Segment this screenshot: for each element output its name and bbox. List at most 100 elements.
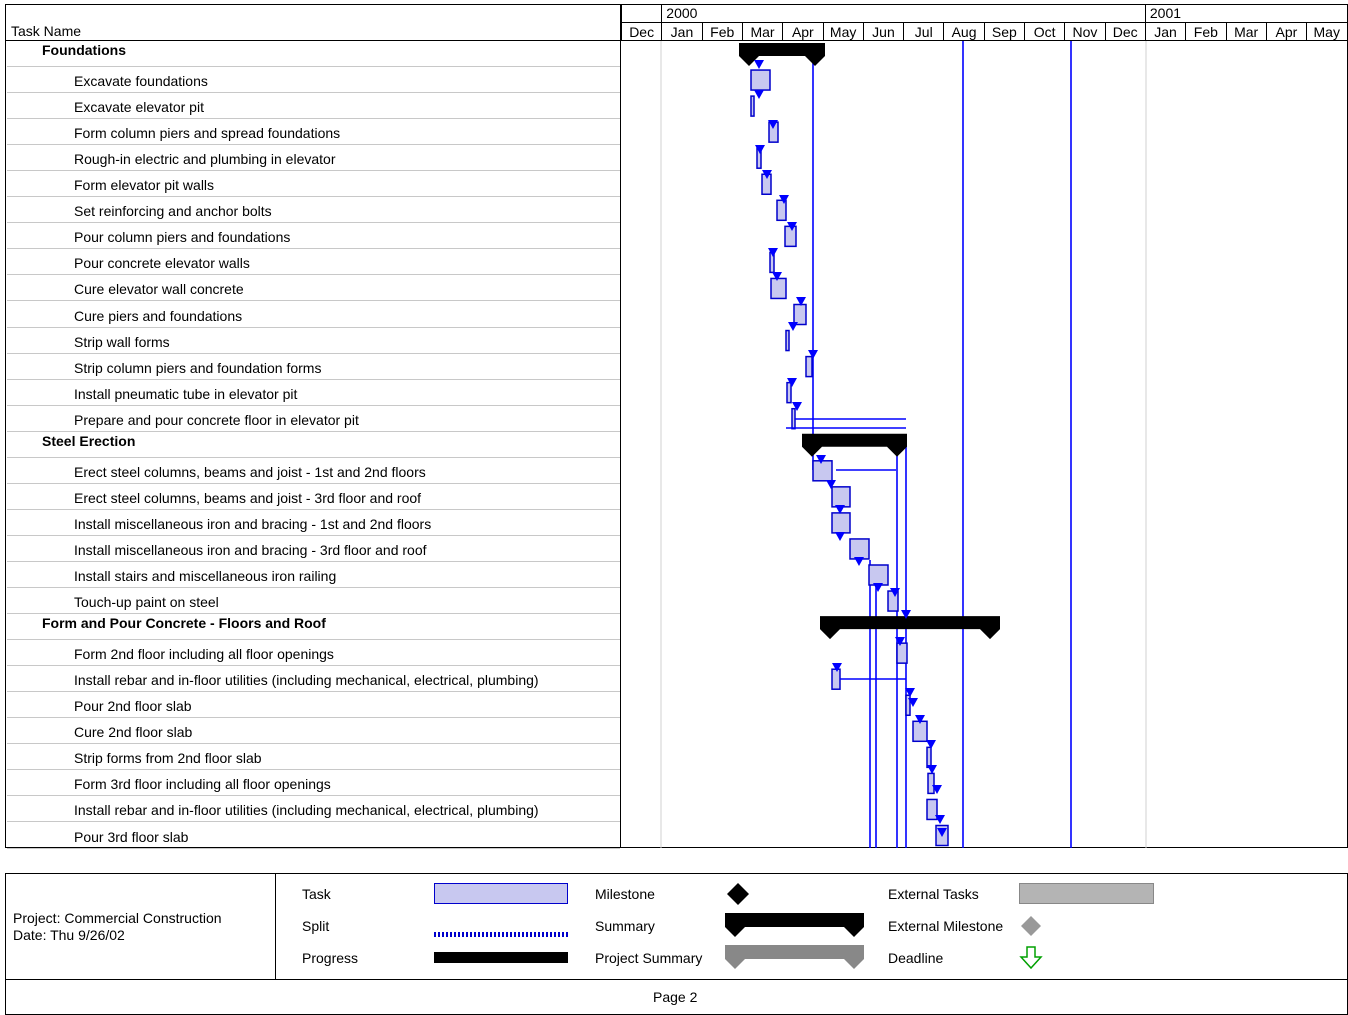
task-bar[interactable]: [750, 69, 771, 91]
link-arrow: [788, 322, 798, 331]
task-bar[interactable]: [812, 460, 833, 482]
task-name: Erect steel columns, beams and joist - 3…: [74, 489, 422, 506]
task-name: Install miscellaneous iron and bracing -…: [74, 541, 427, 558]
month-cell: Jul: [903, 23, 943, 41]
task-row[interactable]: Cure piers and foundations: [7, 302, 620, 328]
task-name: Prepare and pour concrete floor in eleva…: [74, 411, 359, 428]
month-cell: Mar: [741, 23, 782, 41]
link-arrow: [755, 145, 765, 154]
link-arrow: [808, 350, 818, 359]
task-row[interactable]: Install miscellaneous iron and bracing -…: [7, 536, 620, 562]
legend-split-label: Split: [302, 918, 330, 934]
task-row[interactable]: Install stairs and miscellaneous iron ra…: [7, 562, 620, 588]
task-row[interactable]: Touch-up paint on steel: [7, 588, 620, 615]
task-row[interactable]: Install rebar and in-floor utilities (in…: [7, 666, 620, 693]
task-bar[interactable]: [912, 720, 928, 743]
legend-external-milestone-label: External Milestone: [888, 918, 1004, 934]
link-arrow: [768, 248, 778, 257]
task-bar[interactable]: [905, 694, 911, 716]
task-bar[interactable]: [776, 199, 787, 222]
legend-project-summary-icon: [725, 945, 864, 969]
month-cell: Dec: [621, 23, 661, 41]
task-row[interactable]: Strip wall forms: [7, 328, 620, 354]
link-arrow: [908, 698, 918, 707]
link-arrow: [901, 610, 911, 619]
task-row[interactable]: Install rebar and in-floor utilities (in…: [7, 796, 620, 823]
task-row[interactable]: Pour concrete elevator walls: [7, 249, 620, 276]
link-arrow: [816, 455, 826, 464]
task-row[interactable]: Form 3rd floor including all floor openi…: [7, 770, 620, 797]
task-row[interactable]: Form elevator pit walls: [7, 171, 620, 198]
task-name: Strip wall forms: [74, 333, 170, 350]
task-row[interactable]: Strip forms from 2nd floor slab: [7, 744, 620, 771]
task-bar[interactable]: [926, 798, 938, 821]
summary-task-row[interactable]: Steel Erection: [7, 432, 620, 458]
task-name-header[interactable]: Task Name: [11, 23, 82, 39]
task-bar[interactable]: [793, 303, 807, 326]
link-arrow: [937, 828, 947, 837]
year-cell: 2000: [661, 4, 1145, 23]
link-arrow: [826, 480, 836, 489]
summary-bar[interactable]: [802, 433, 907, 457]
task-row[interactable]: Form column piers and spread foundations: [7, 119, 620, 146]
task-bar[interactable]: [831, 668, 841, 690]
summary-bar[interactable]: [739, 43, 825, 66]
task-name: Form column piers and spread foundations: [74, 125, 341, 142]
gantt-chart: [660, 41, 1147, 848]
task-name: Rough-in electric and plumbing in elevat…: [74, 151, 336, 168]
task-row[interactable]: Set reinforcing and anchor bolts: [7, 197, 620, 224]
task-name: Form 2nd floor including all floor openi…: [74, 646, 334, 663]
task-bar[interactable]: [785, 329, 790, 352]
task-name: Touch-up paint on steel: [74, 594, 219, 611]
legend-split-swatch: [434, 932, 568, 937]
summary-task-row[interactable]: Form and Pour Concrete - Floors and Roof: [7, 614, 620, 641]
task-row[interactable]: Erect steel columns, beams and joist - 1…: [7, 458, 620, 484]
summary-bar[interactable]: [820, 616, 1000, 640]
task-bar[interactable]: [896, 642, 908, 664]
task-row[interactable]: Pour 2nd floor slab: [7, 692, 620, 719]
task-bar[interactable]: [791, 407, 796, 430]
link-arrow: [835, 505, 845, 514]
task-bar[interactable]: [784, 225, 797, 248]
task-bar[interactable]: [786, 381, 792, 404]
month-cell: Apr: [1265, 23, 1306, 41]
task-row[interactable]: Install pneumatic tube in elevator pit: [7, 380, 620, 406]
task-bar[interactable]: [927, 772, 935, 795]
link-arrow: [772, 272, 782, 281]
task-bar[interactable]: [770, 277, 787, 300]
task-row[interactable]: Form 2nd floor including all floor openi…: [7, 640, 620, 667]
task-row[interactable]: Strip column piers and foundation forms: [7, 354, 620, 380]
task-bar[interactable]: [831, 512, 851, 534]
legend-milestone-icon: [727, 883, 749, 905]
task-bar[interactable]: [868, 564, 889, 586]
link-arrow: [792, 402, 802, 411]
task-row[interactable]: Excavate elevator pit: [7, 93, 620, 120]
task-row[interactable]: Excavate foundations: [7, 67, 620, 94]
task-row[interactable]: Pour 3rd floor slab: [7, 823, 620, 849]
task-bar[interactable]: [849, 538, 870, 560]
legend-divider: [275, 873, 276, 980]
link-arrow: [754, 90, 764, 99]
task-row[interactable]: Rough-in electric and plumbing in elevat…: [7, 145, 620, 172]
month-cell: Dec: [1104, 23, 1145, 41]
task-row[interactable]: Cure elevator wall concrete: [7, 275, 620, 302]
deadline-arrow-icon: [1019, 946, 1043, 970]
task-bar[interactable]: [805, 355, 813, 378]
task-name: Install rebar and in-floor utilities (in…: [74, 672, 539, 689]
task-row[interactable]: Prepare and pour concrete floor in eleva…: [7, 406, 620, 432]
task-row[interactable]: Install miscellaneous iron and bracing -…: [7, 510, 620, 536]
link-arrow: [895, 637, 905, 646]
task-bar[interactable]: [926, 746, 932, 769]
task-name: Foundations: [42, 42, 126, 58]
month-cell: Feb: [1185, 23, 1225, 41]
task-row[interactable]: Erect steel columns, beams and joist - 3…: [7, 484, 620, 510]
summary-task-row[interactable]: Foundations: [7, 41, 620, 67]
task-row[interactable]: Cure 2nd floor slab: [7, 718, 620, 745]
month-cell: Jun: [862, 23, 903, 41]
month-cell: Jan: [1144, 23, 1185, 41]
link-arrow: [890, 588, 900, 597]
task-row[interactable]: Pour column piers and foundations: [7, 223, 620, 250]
task-bar[interactable]: [750, 95, 755, 117]
task-bar[interactable]: [831, 486, 851, 508]
year-divider: [621, 22, 1348, 23]
